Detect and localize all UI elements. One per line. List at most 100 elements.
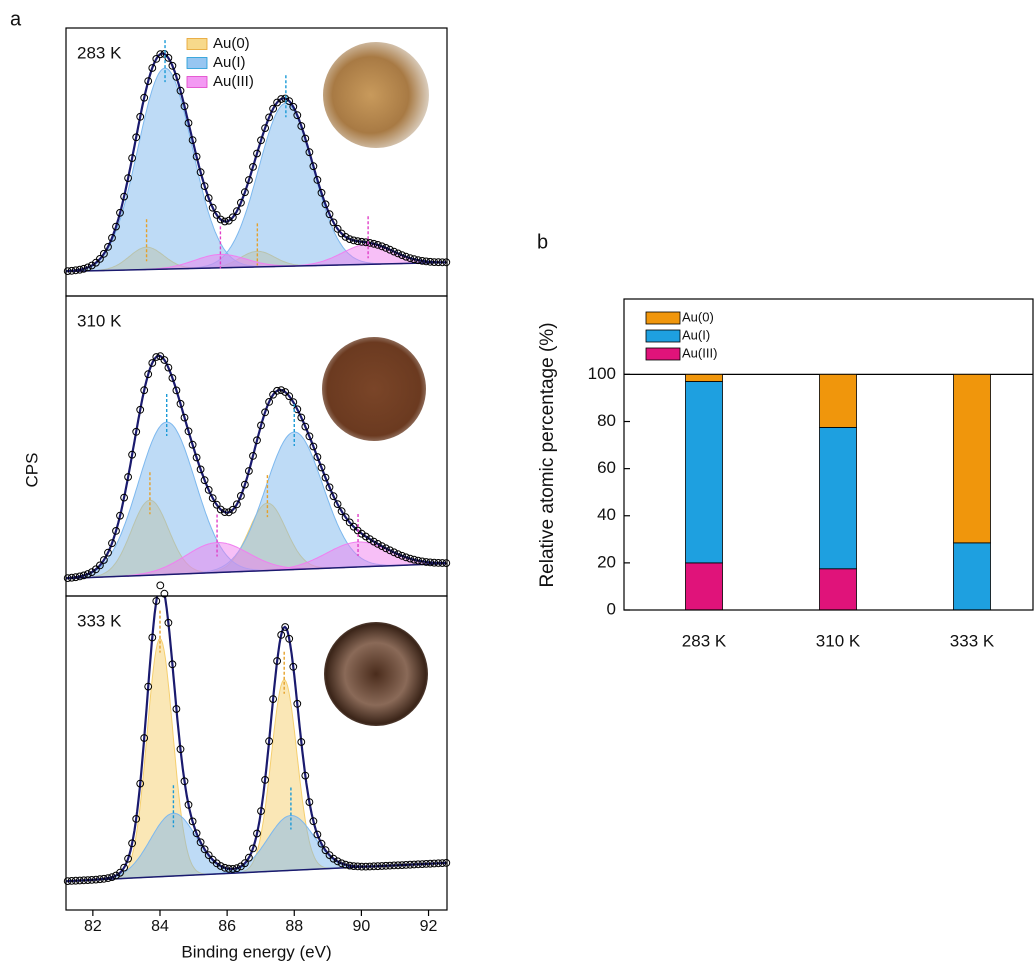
data-point xyxy=(317,463,326,472)
data-point xyxy=(382,244,390,252)
data-point xyxy=(418,257,427,265)
data-point xyxy=(369,239,378,248)
legend-label: Au(III) xyxy=(213,73,254,90)
background-line xyxy=(65,562,448,580)
data-point xyxy=(373,862,382,871)
data-point xyxy=(406,254,415,263)
data-point xyxy=(180,102,189,111)
data-point xyxy=(309,442,318,451)
data-point xyxy=(341,233,350,241)
data-point xyxy=(184,800,193,809)
data-point xyxy=(208,494,217,503)
data-point xyxy=(329,492,338,501)
data-point xyxy=(144,682,153,691)
legend-label: Au(0) xyxy=(213,35,250,52)
data-point xyxy=(357,862,366,871)
data-point xyxy=(394,550,402,558)
data-point xyxy=(261,124,270,133)
data-point xyxy=(430,859,439,868)
data-point xyxy=(345,235,354,244)
data-point xyxy=(357,529,366,538)
data-point xyxy=(265,737,274,746)
data-point xyxy=(220,508,229,516)
data-point xyxy=(75,265,84,274)
data-point xyxy=(434,859,443,868)
data-point xyxy=(132,427,141,436)
data-point xyxy=(128,839,137,848)
data-point xyxy=(309,817,318,826)
data-point xyxy=(297,738,306,746)
data-point xyxy=(164,363,173,372)
data-point xyxy=(253,829,261,838)
bar-segment xyxy=(685,373,723,382)
data-point xyxy=(333,857,342,866)
legend-label: Au(III) xyxy=(682,345,717,360)
data-point xyxy=(112,527,120,535)
data-point xyxy=(390,548,398,557)
data-point xyxy=(261,776,270,784)
data-point xyxy=(414,556,423,565)
data-point xyxy=(120,192,128,201)
x-axis-label: Binding energy (eV) xyxy=(181,942,331,961)
data-point xyxy=(285,634,294,643)
data-point xyxy=(241,859,249,868)
panel-label: b xyxy=(537,231,548,253)
data-point xyxy=(329,218,338,227)
data-point xyxy=(176,745,185,754)
data-point xyxy=(216,215,225,224)
data-point xyxy=(140,386,149,395)
data-point xyxy=(325,483,334,492)
data-point xyxy=(75,572,84,581)
data-point xyxy=(434,258,443,267)
data-point xyxy=(116,511,124,520)
data-point xyxy=(192,829,201,838)
data-point xyxy=(188,817,197,826)
data-point xyxy=(124,174,133,183)
data-point xyxy=(112,222,120,231)
data-point xyxy=(341,513,350,522)
y-tick-label: 80 xyxy=(597,411,616,430)
data-point xyxy=(237,492,245,500)
data-point xyxy=(365,535,374,543)
data-point xyxy=(204,851,213,859)
x-tick-label: 333 K xyxy=(950,631,995,650)
data-point xyxy=(438,859,447,867)
data-point xyxy=(285,392,294,401)
data-point xyxy=(233,500,241,509)
data-point xyxy=(414,256,423,265)
data-point xyxy=(83,876,92,884)
data-point xyxy=(196,168,205,177)
data-point xyxy=(414,860,423,869)
data-point xyxy=(297,122,306,130)
data-point xyxy=(83,570,92,578)
data-point xyxy=(212,859,221,868)
data-point xyxy=(132,133,141,142)
data-point xyxy=(128,154,137,163)
data-point xyxy=(373,241,382,249)
data-point xyxy=(402,553,410,562)
data-point xyxy=(281,623,290,631)
data-point xyxy=(305,798,314,806)
data-point xyxy=(172,386,181,395)
data-point xyxy=(293,699,302,708)
data-point xyxy=(176,86,185,95)
legend-swatch xyxy=(645,329,681,343)
data-point xyxy=(168,660,177,669)
data-point xyxy=(188,136,197,145)
data-point xyxy=(108,234,116,242)
data-point xyxy=(192,152,201,161)
data-point xyxy=(156,581,165,590)
data-point xyxy=(422,860,431,868)
data-point xyxy=(184,119,193,127)
data-point xyxy=(365,239,374,247)
data-point xyxy=(172,705,181,713)
data-point xyxy=(71,266,80,275)
data-point xyxy=(212,500,221,509)
data-point xyxy=(188,440,197,449)
data-point xyxy=(228,505,237,514)
data-point xyxy=(241,480,249,489)
data-point xyxy=(442,258,451,267)
data-point xyxy=(378,242,386,251)
data-point xyxy=(104,243,112,251)
data-point xyxy=(249,844,257,853)
